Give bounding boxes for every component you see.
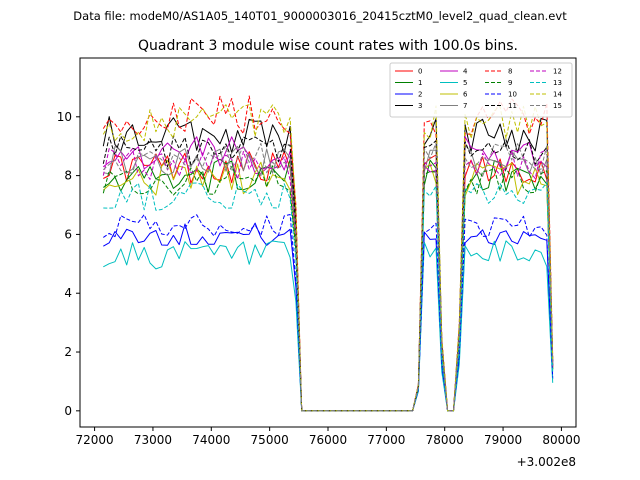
y-tick-label: 2	[64, 345, 72, 359]
x-tick-label: 73000	[134, 433, 172, 447]
series-line-11	[102, 135, 554, 412]
x-tick-label: 74000	[192, 433, 230, 447]
y-tick-label: 10	[57, 110, 72, 124]
series-line-4	[102, 136, 554, 412]
legend-label-7: 7	[463, 102, 467, 110]
legend-label-2: 2	[418, 91, 422, 99]
legend-label-0: 0	[418, 68, 422, 76]
x-axis-offset-label: +3.002e8	[517, 455, 576, 469]
series-line-9	[102, 165, 554, 412]
series-line-12	[102, 148, 554, 412]
series-line-5	[103, 240, 554, 412]
legend-label-1: 1	[418, 79, 422, 87]
chart-suptitle: Data file: modeM0/AS1A05_140T01_90000030…	[73, 9, 567, 23]
x-tick-label: 76000	[309, 433, 347, 447]
legend-label-4: 4	[463, 68, 468, 76]
x-tick-label: 79000	[484, 433, 522, 447]
legend-label-5: 5	[463, 79, 467, 87]
axes-frame	[79, 57, 577, 428]
legend-label-11: 11	[508, 102, 517, 110]
series-line-6	[102, 159, 554, 412]
legend-label-14: 14	[553, 91, 562, 99]
y-tick-label: 6	[64, 227, 72, 241]
series-line-0	[103, 151, 554, 412]
y-axis: 0 2 4 6 8 10	[57, 110, 80, 418]
series-line-14	[102, 104, 554, 412]
chart-title: Quadrant 3 module wise count rates with …	[138, 38, 518, 54]
x-tick-label: 77000	[367, 433, 405, 447]
series-line-15	[102, 142, 554, 412]
legend-label-12: 12	[553, 68, 562, 76]
plot-area	[102, 95, 554, 412]
x-tick-label: 75000	[251, 433, 289, 447]
series-line-3	[102, 116, 554, 412]
legend-label-6: 6	[463, 91, 468, 99]
series-line-2	[103, 222, 554, 412]
legend-label-3: 3	[418, 102, 422, 110]
legend-label-8: 8	[508, 68, 512, 76]
x-tick-label: 72000	[75, 433, 113, 447]
series-line-1	[103, 158, 554, 412]
series-line-8	[102, 95, 554, 412]
legend-label-13: 13	[553, 79, 562, 87]
legend-label-15: 15	[553, 102, 562, 110]
series-line-7	[103, 144, 554, 412]
legend-label-9: 9	[508, 79, 512, 87]
series-line-10	[103, 214, 554, 412]
series-line-13	[103, 182, 554, 412]
legend-label-10: 10	[508, 91, 517, 99]
x-tick-label: 80000	[542, 433, 580, 447]
legend-box	[389, 62, 573, 118]
x-tick-label: 78000	[426, 433, 464, 447]
y-tick-label: 8	[64, 169, 72, 183]
y-tick-label: 4	[64, 286, 72, 300]
x-axis: 72000 73000 74000 75000 76000 77000 78000 79000…	[75, 427, 581, 447]
y-tick-label: 0	[64, 404, 72, 418]
